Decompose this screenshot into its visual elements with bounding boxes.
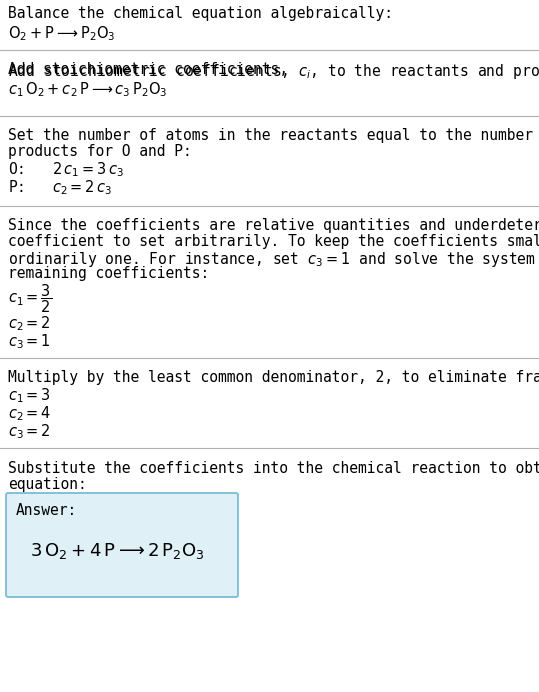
Text: $\mathrm{O_2} + \mathrm{P} \longrightarrow \mathrm{P_2O_3}$: $\mathrm{O_2} + \mathrm{P} \longrightarr… — [8, 24, 115, 43]
Text: Since the coefficients are relative quantities and underdetermined, choose a: Since the coefficients are relative quan… — [8, 218, 539, 233]
Text: equation:: equation: — [8, 477, 87, 492]
Text: Balance the chemical equation algebraically:: Balance the chemical equation algebraica… — [8, 6, 393, 21]
Text: $3\, \mathrm{O_2} + 4\, \mathrm{P} \longrightarrow 2\, \mathrm{P_2O_3}$: $3\, \mathrm{O_2} + 4\, \mathrm{P} \long… — [30, 541, 205, 561]
Text: ordinarily one. For instance, set $c_3 = 1$ and solve the system of equations fo: ordinarily one. For instance, set $c_3 =… — [8, 250, 539, 269]
Text: $c_3 = 1$: $c_3 = 1$ — [8, 332, 51, 351]
Text: $c_2 = 4$: $c_2 = 4$ — [8, 404, 51, 423]
Text: $c_3 = 2$: $c_3 = 2$ — [8, 422, 51, 441]
Text: P:   $c_2 = 2\, c_3$: P: $c_2 = 2\, c_3$ — [8, 178, 112, 197]
Text: products for O and P:: products for O and P: — [8, 144, 192, 159]
FancyBboxPatch shape — [6, 493, 238, 597]
Text: Set the number of atoms in the reactants equal to the number of atoms in the: Set the number of atoms in the reactants… — [8, 128, 539, 143]
Text: $c_1 = 3$: $c_1 = 3$ — [8, 386, 51, 405]
Text: Multiply by the least common denominator, 2, to eliminate fractional coefficient: Multiply by the least common denominator… — [8, 370, 539, 385]
Text: $c_2 = 2$: $c_2 = 2$ — [8, 314, 51, 333]
Text: Add stoichiometric coefficients, $c_i$, to the reactants and products:: Add stoichiometric coefficients, $c_i$, … — [8, 62, 539, 81]
Text: Answer:: Answer: — [16, 503, 77, 518]
Text: Substitute the coefficients into the chemical reaction to obtain the balanced: Substitute the coefficients into the che… — [8, 461, 539, 476]
Text: Add stoichiometric coefficients,: Add stoichiometric coefficients, — [8, 62, 297, 77]
Text: $c_1 = \dfrac{3}{2}$: $c_1 = \dfrac{3}{2}$ — [8, 282, 52, 315]
Text: coefficient to set arbitrarily. To keep the coefficients small, the arbitrary va: coefficient to set arbitrarily. To keep … — [8, 234, 539, 249]
Text: O:   $2\, c_1 = 3\, c_3$: O: $2\, c_1 = 3\, c_3$ — [8, 160, 124, 179]
Text: $c_1\, \mathrm{O_2} + c_2\, \mathrm{P} \longrightarrow c_3\, \mathrm{P_2O_3}$: $c_1\, \mathrm{O_2} + c_2\, \mathrm{P} \… — [8, 80, 168, 99]
Text: remaining coefficients:: remaining coefficients: — [8, 266, 209, 281]
